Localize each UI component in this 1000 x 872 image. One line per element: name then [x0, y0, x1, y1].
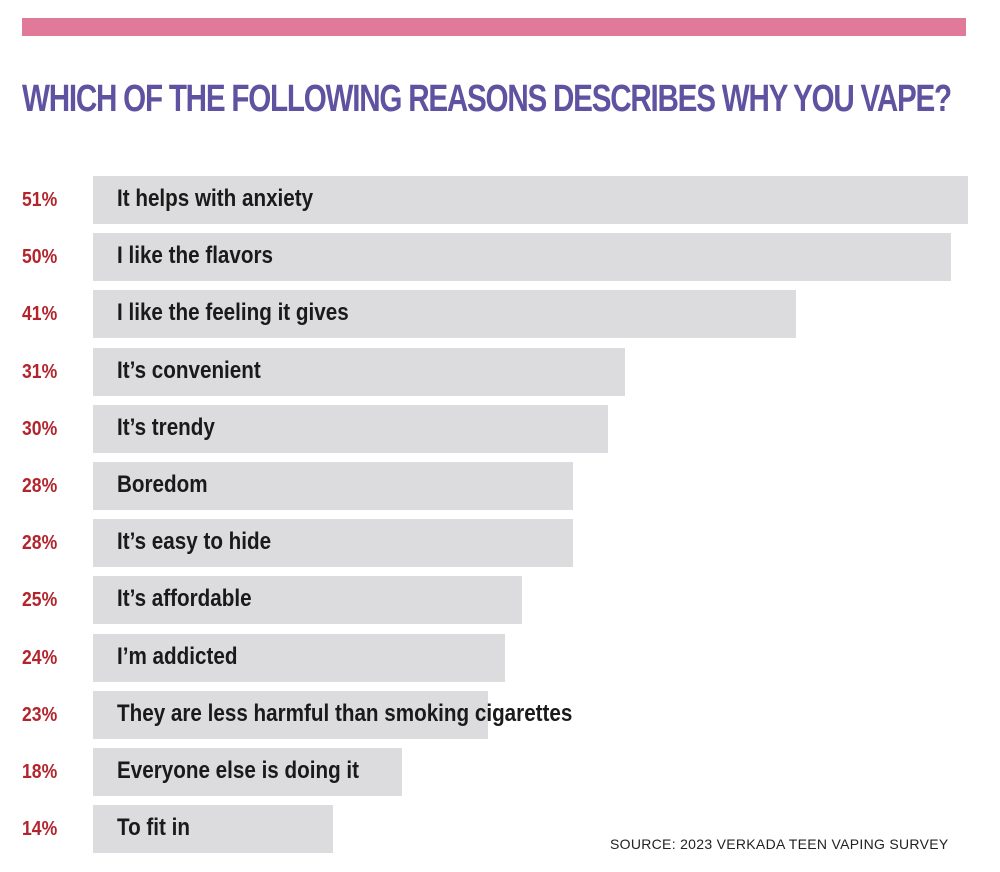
bar-value: 14%: [22, 818, 58, 841]
bar: [93, 748, 402, 796]
bar-label: It’s trendy: [117, 413, 215, 441]
source-note: SOURCE: 2023 VERKADA TEEN VAPING SURVEY: [610, 836, 949, 852]
bar-row: 31% It’s convenient: [0, 347, 1000, 396]
bar-value: 18%: [22, 761, 58, 783]
bar-row: 28% Boredom: [0, 462, 1000, 510]
bar-row: 30% It’s trendy: [0, 404, 1000, 453]
bar: [93, 290, 797, 339]
bar-label: They are less harmful than smoking cigar…: [117, 699, 573, 727]
bar: [93, 576, 522, 625]
bar-row: 41% I like the feeling it gives: [0, 290, 1000, 339]
bar: [93, 404, 608, 453]
bar-row: 50% I like the flavors: [0, 233, 1000, 282]
bar-row: 28% It’s easy to hide: [0, 519, 1000, 568]
bar-row: 51% It helps with anxiety: [0, 176, 1000, 224]
bar-label: It helps with anxiety: [117, 185, 314, 212]
bar-label: I like the flavors: [117, 242, 274, 270]
bar: [93, 690, 488, 739]
bar: [93, 462, 574, 510]
bar-value: 31%: [22, 360, 58, 383]
bar-label: Boredom: [117, 471, 208, 498]
bar-label: Everyone else is doing it: [117, 757, 360, 784]
bar-label: It’s affordable: [117, 585, 252, 613]
accent-bar: [22, 18, 966, 36]
bar-value: 28%: [22, 532, 58, 555]
bar-value: 51%: [22, 189, 58, 211]
bar-row: 24% I’m addicted: [0, 633, 1000, 682]
bar-label: It’s easy to hide: [117, 528, 272, 556]
bar: [93, 633, 505, 682]
bar-value: 24%: [22, 646, 58, 669]
chart-title: WHICH OF THE FOLLOWING REASONS DESCRIBES…: [22, 78, 952, 120]
bar-value: 41%: [22, 303, 58, 326]
bar-value: 25%: [22, 589, 58, 612]
bar-value: 50%: [22, 246, 58, 269]
bar: [93, 233, 951, 282]
bar-value: 30%: [22, 417, 58, 440]
bar-row: 25% It’s affordable: [0, 576, 1000, 625]
bar-value: 23%: [22, 703, 58, 726]
bar-row: 14% To fit in: [0, 805, 1000, 854]
bar: [93, 519, 574, 568]
bar-label: I’m addicted: [117, 642, 238, 670]
bar-row: 23% They are less harmful than smoking ci…: [0, 690, 1000, 739]
bar-value: 28%: [22, 475, 58, 497]
bar-label: It’s convenient: [117, 356, 261, 384]
bar-label: To fit in: [117, 814, 190, 842]
bar: [93, 176, 968, 224]
bar-label: I like the feeling it gives: [117, 299, 349, 327]
bar-row: 18% Everyone else is doing it: [0, 748, 1000, 796]
bar: [93, 805, 334, 854]
bar: [93, 347, 625, 396]
